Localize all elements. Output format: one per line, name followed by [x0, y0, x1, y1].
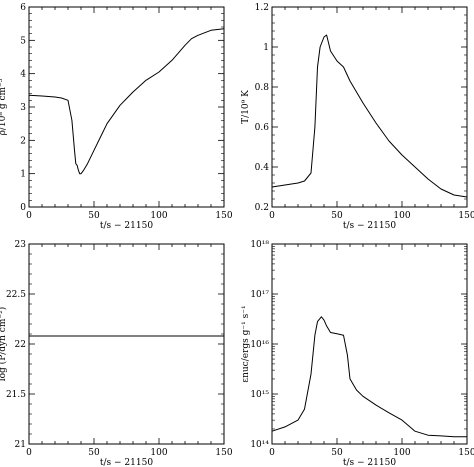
density-y-tick-label: 0 [20, 203, 26, 213]
energy-y-tick-label: 10¹⁶ [250, 340, 269, 350]
temperature-x-tick-label: 0 [269, 211, 275, 221]
energy-y-tick-label: 10¹⁸ [250, 240, 269, 250]
temperature-plot-frame [271, 6, 468, 208]
pressure-y-tick-label: 22 [15, 340, 26, 350]
temperature-y-tick-label: 0.2 [255, 203, 269, 213]
density-x-tick-label: 150 [215, 211, 232, 221]
temperature-x-tick-label: 100 [393, 211, 410, 221]
pressure-y-tick-label: 21 [15, 440, 26, 450]
pressure-panel: 0 50 100 150 21 21.5 22 22.5 23 t/s − 21150 log (P… [0, 240, 233, 467]
density-x-tick-label: 100 [150, 211, 167, 221]
energy-x-tick-label: 100 [393, 448, 410, 458]
pressure-x-axis-label: t/s − 21150 [100, 458, 153, 467]
energy-x-tick-label: 150 [458, 448, 474, 458]
temperature-series-line [271, 34, 468, 198]
density-y-tick-label: 5 [20, 36, 26, 46]
pressure-y-axis-label: log (P/dyn cm⁻²) [0, 307, 8, 381]
energy-x-tick-label: 50 [331, 448, 343, 458]
pressure-x-tick-label: 0 [26, 448, 32, 458]
energy-x-tick-label: 0 [269, 448, 275, 458]
energy-series-line [271, 316, 467, 438]
density-y-tick-label: 2 [20, 136, 26, 146]
temperature-x-tick-label: 150 [458, 211, 474, 221]
density-y-tick-label: 3 [20, 103, 26, 113]
pressure-y-tick-label: 21.5 [6, 390, 26, 400]
density-y-tick-label: 4 [20, 70, 26, 80]
energy-y-tick-label: 10¹⁴ [250, 440, 269, 450]
density-panel: 0 50 100 150 0 1 2 3 4 5 6 t/s − 21150 ρ/10⁸ g cm⁻³ [0, 3, 233, 231]
energy-y-tick-label: 10¹⁵ [250, 390, 269, 400]
density-x-tick-label: 0 [26, 211, 32, 221]
temperature-y-tick-label: 1 [263, 43, 269, 53]
energy-x-axis-label: t/s − 21150 [343, 458, 396, 467]
pressure-x-tick-label: 150 [215, 448, 232, 458]
temperature-y-axis-label: T/10⁹ K [241, 90, 251, 124]
temperature-y-tick-label: 0.8 [255, 83, 270, 93]
density-y-tick-label: 1 [20, 170, 26, 180]
energy-y-axis-label: εnuc/ergs g⁻¹ s⁻¹ [241, 305, 251, 382]
energy-y-tick-label: 10¹⁷ [250, 290, 269, 300]
temperature-y-tick-label: 0.6 [255, 123, 270, 133]
temperature-x-axis-label: t/s − 21150 [343, 221, 396, 231]
temperature-y-tick-label: 0.4 [255, 163, 270, 173]
density-x-tick-label: 50 [88, 211, 100, 221]
pressure-y-tick-label: 23 [15, 240, 27, 250]
pressure-x-tick-label: 50 [88, 448, 100, 458]
pressure-x-tick-label: 100 [150, 448, 167, 458]
density-y-tick-label: 6 [20, 3, 26, 13]
temperature-panel: 0 50 100 150 0.2 0.4 0.6 0.8 1 1.2 t/s − 21150 T/10… [241, 3, 474, 231]
temperature-x-tick-label: 50 [331, 211, 343, 221]
energy-panel: 0 50 100 150 10¹⁴ 10¹⁵ 10¹⁶ 10¹⁷ 10¹⁸ t/s − 21150… [241, 240, 474, 467]
density-series-line [28, 28, 225, 175]
pressure-plot-frame [28, 243, 225, 445]
pressure-y-tick-label: 22.5 [6, 290, 26, 300]
density-y-axis-label: ρ/10⁸ g cm⁻³ [0, 78, 8, 135]
temperature-y-tick-label: 1.2 [255, 3, 269, 13]
density-x-axis-label: t/s − 21150 [100, 221, 153, 231]
